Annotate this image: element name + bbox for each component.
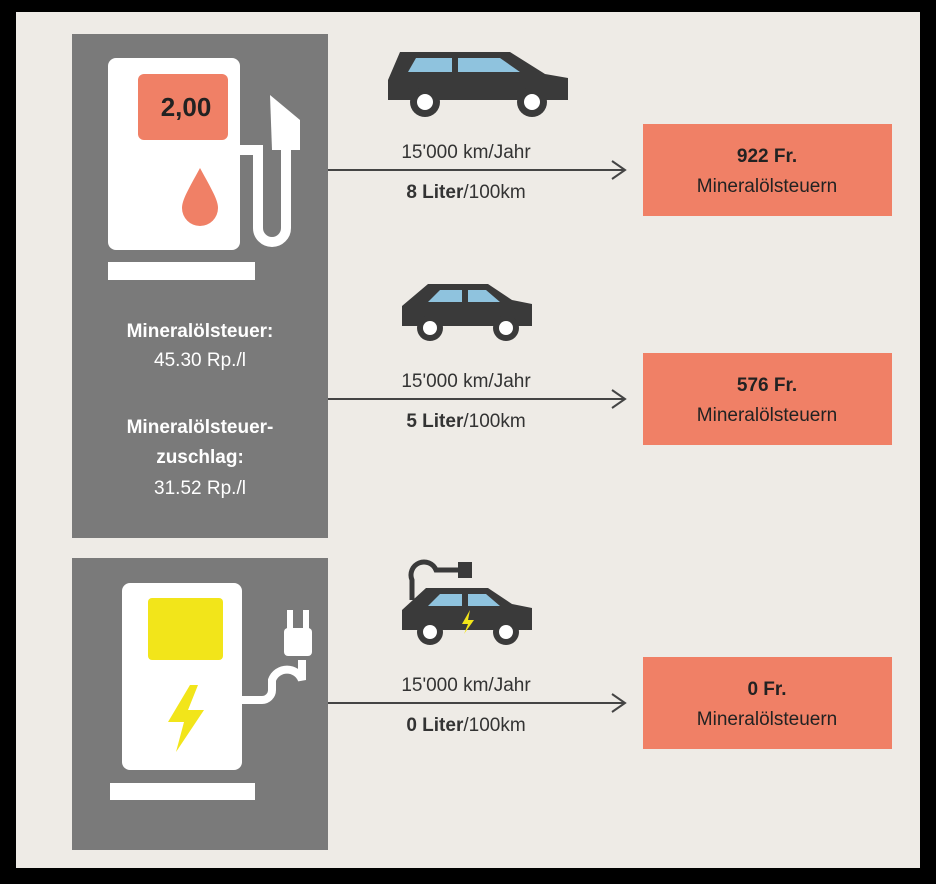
charging-station-icon [110,583,312,800]
arrow-head [611,389,627,409]
car-icon [402,284,532,341]
consumption: 5 Liter [406,411,464,432]
tax-label: Mineralölsteuer: [127,321,274,342]
arrow-head [611,160,627,180]
price: 2,00 [161,92,212,122]
tax-value: 45.30 Rp./l [154,350,246,371]
distance: 15'000 km/Jahr [401,675,531,696]
distance: 15'000 km/Jahr [401,142,531,163]
surcharge-label: zuschlag: [156,447,244,468]
result-box [643,353,892,445]
consumption: 0 Liter [406,715,464,736]
result-box [643,657,892,749]
electric-car-icon [402,559,532,645]
consumption-line: 5 Liter/100km [406,411,525,432]
unit: /100km [463,715,525,736]
unit: /100km [463,411,525,432]
result-label: Mineralölsteuern [697,176,837,197]
result-label: Mineralölsteuern [697,405,837,426]
distance: 15'000 km/Jahr [401,371,531,392]
rows: 15'000 km/Jahr 8 Liter/100km 922 Fr. Minera… [328,124,892,749]
consumption: 8 Liter [406,182,464,203]
unit: /100km [463,182,525,203]
amount: 576 Fr. [737,375,797,396]
result-box [643,124,892,216]
arrow-head [611,693,627,713]
amount: 0 Fr. [747,679,786,700]
amount: 922 Fr. [737,146,797,167]
consumption-line: 0 Liter/100km [406,715,525,736]
result-label: Mineralölsteuern [697,709,837,730]
surcharge-label: Mineralölsteuer- [127,417,274,438]
suv-icon [388,52,568,117]
consumption-line: 8 Liter/100km [406,182,525,203]
fuel-pump-icon [108,58,300,280]
surcharge-value: 31.52 Rp./l [154,478,246,499]
